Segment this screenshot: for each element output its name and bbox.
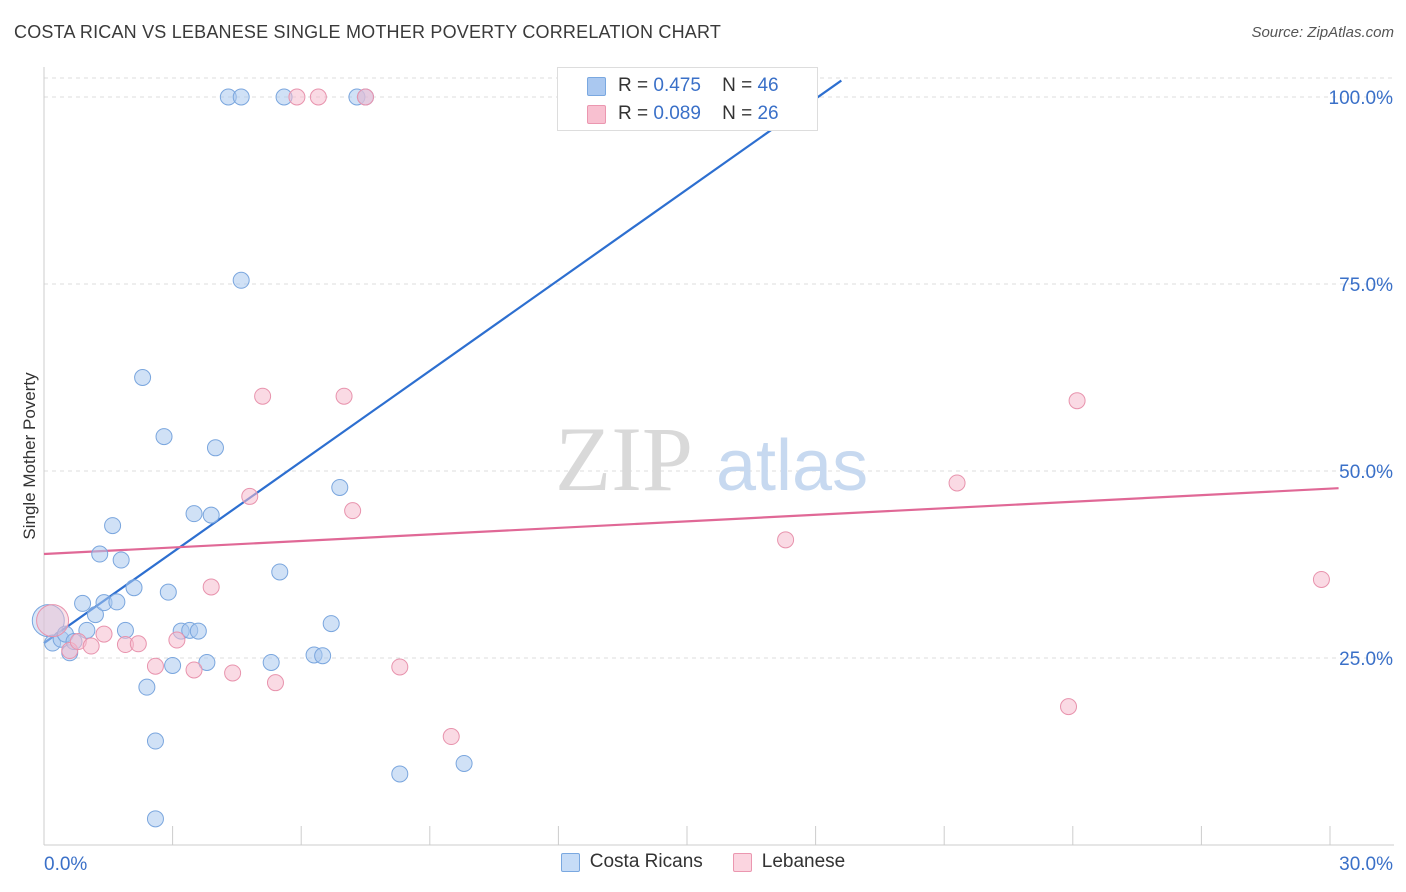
legend-n-value: 26 [757,103,779,124]
point-lebanese [266,674,284,692]
chart-title: COSTA RICAN VS LEBANESE SINGLE MOTHER PO… [14,22,722,42]
trendline-lebanese [43,487,1339,556]
legend-r-value: 0.089 [653,103,701,124]
point-costa-ricans [91,545,109,563]
legend-n-label: N = [722,75,753,96]
point-costa-ricans [455,754,473,772]
y-tick-label: 75.0% [1339,275,1393,296]
point-costa-ricans [138,678,156,696]
point-costa-ricans [189,622,207,640]
point-costa-ricans [232,271,250,289]
point-costa-ricans [198,653,216,671]
legend-swatch-blue [560,852,580,872]
point-costa-ricans [108,593,126,611]
point-lebanese [288,88,306,106]
point-costa-ricans [331,478,349,496]
source-credit: Source: ZipAtlas.com [1251,24,1394,41]
x-tick-label: 30.0% [1339,854,1393,875]
y-tick-label: 50.0% [1339,462,1393,483]
point-costa-ricans [391,765,409,783]
legend-r-label: R = [618,103,649,124]
point-lebanese [224,664,242,682]
point-costa-ricans [262,653,280,671]
legend-label: Costa Ricans [589,851,703,872]
legend-swatch-pink [732,852,752,872]
point-costa-ricans [206,439,224,457]
point-lebanese [442,728,460,746]
point-costa-ricans [232,88,250,106]
axes [43,67,1394,846]
watermark-atlas: atlas [716,426,868,506]
point-costa-ricans [202,506,220,524]
gridlines [44,77,1394,659]
point-lebanese [185,661,203,679]
point-costa-ricans [74,594,92,612]
point-lebanese [254,387,272,405]
point-lebanese [1068,392,1086,410]
tick-labels: 25.0% 50.0% 75.0% 100.0% 0.0% 30.0% [44,88,1393,875]
point-costa-ricans [185,505,203,523]
legend-r-label: R = [618,75,649,96]
point-lebanese [344,502,362,520]
legend-swatch-blue [587,76,606,96]
legend-n-label: N = [722,103,753,124]
data-points [31,88,1330,828]
legend-item-costa-ricans[interactable]: Costa Ricans [560,851,703,873]
series-legend: Costa Ricans Lebanese [0,851,1406,873]
point-lebanese [82,637,100,655]
point-lebanese [36,604,70,638]
legend-r-value: 0.475 [653,75,701,96]
point-lebanese [168,631,186,649]
point-lebanese [309,88,327,106]
point-costa-ricans [159,583,177,601]
y-tick-label: 25.0% [1339,649,1393,670]
point-costa-ricans [314,647,332,665]
point-costa-ricans [146,810,164,828]
point-lebanese [241,487,259,505]
point-costa-ricans [134,369,152,386]
point-costa-ricans [125,579,143,597]
point-costa-ricans [112,551,130,569]
point-costa-ricans [155,428,173,446]
legend-n-value: 46 [757,75,779,96]
legend-item-lebanese[interactable]: Lebanese [732,851,846,873]
point-lebanese [95,625,113,643]
point-lebanese [1312,570,1330,588]
point-costa-ricans [78,621,96,639]
x-tick-label: 0.0% [44,854,87,875]
point-costa-ricans [86,606,104,624]
point-lebanese [777,531,795,549]
point-costa-ricans [104,517,122,535]
point-lebanese [146,657,164,675]
legend-label: Lebanese [761,851,846,872]
y-tick-label: 100.0% [1329,88,1394,109]
trendline-costa-ricans [43,79,842,644]
trendlines [43,79,1339,644]
point-costa-ricans [164,656,182,674]
point-lebanese [948,474,966,492]
point-costa-ricans [322,615,340,633]
point-lebanese [1060,698,1078,716]
point-lebanese [391,658,409,676]
point-costa-ricans [271,563,289,581]
point-lebanese [357,88,374,106]
point-costa-ricans [146,732,164,750]
point-lebanese [202,578,220,596]
point-costa-ricans [116,621,134,639]
point-lebanese [335,387,353,405]
legend-row-costa-ricans: R = 0.475 N = 46 [558,71,779,101]
correlation-legend: R = 0.475 N = 46 R = 0.089 N = 26 [557,67,818,131]
legend-swatch-pink [587,104,606,124]
watermark-zip: ZIP [555,408,693,510]
legend-row-lebanese: R = 0.089 N = 26 [558,99,779,129]
point-lebanese [129,635,147,653]
